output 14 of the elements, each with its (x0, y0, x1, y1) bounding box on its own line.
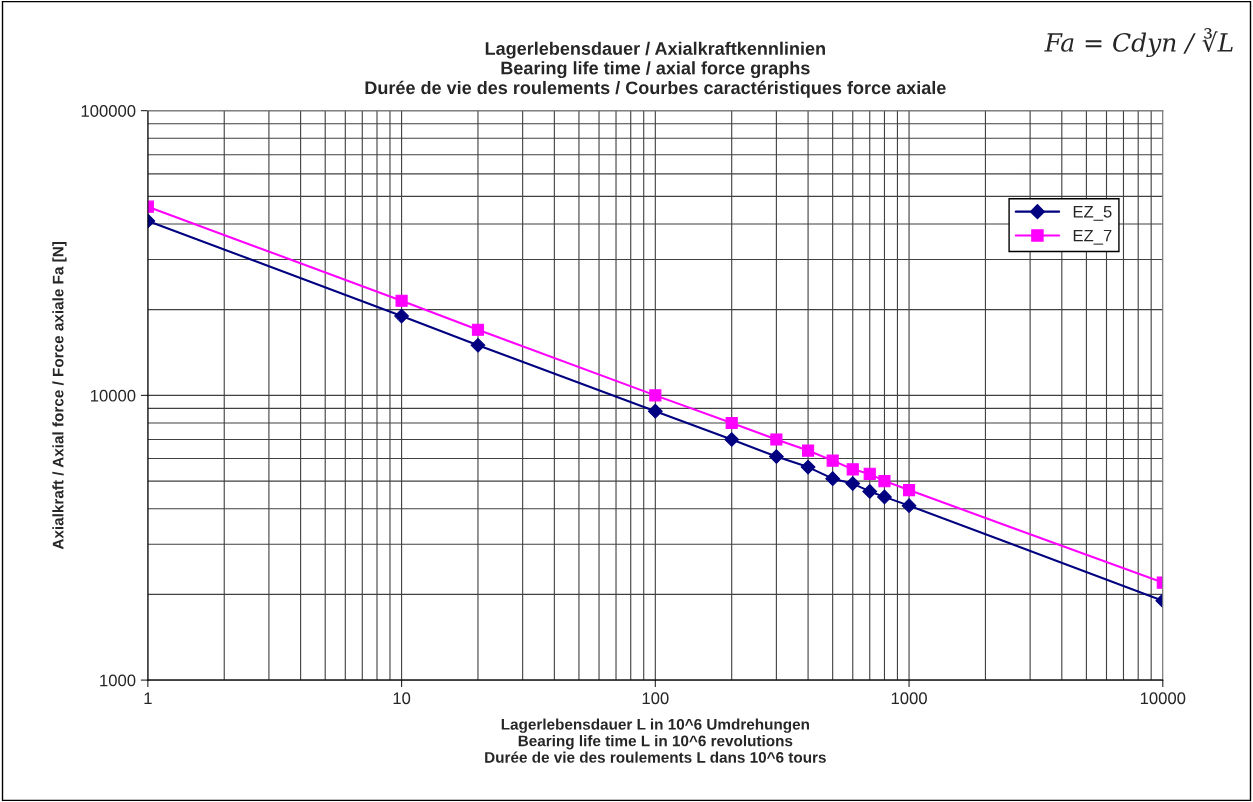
y-axis-title: Axialkraft / Axial force / Force axiale Fa [N] (52, 241, 67, 550)
x-tick-label: 100 (642, 692, 669, 705)
text: Fa = Cdyn / ∛L (1044, 28, 1233, 58)
legend-label: EZ_7 (1073, 229, 1112, 245)
y-tick-label: 1000 (100, 674, 136, 687)
y-tick-label: 10000 (90, 389, 136, 402)
chart-title: Lagerlebensdauer / Axialkraftkennlinien Bearing life time / axial force graphs Durée de vie des roulements / Courbes caractéristiques force axiale (365, 41, 946, 98)
y-tick-label: 100000 (81, 105, 136, 117)
x-tick-label: 1 (144, 692, 152, 704)
x-axis-title: Lagerlebensdauer L in 10^6 Umdrehungen Bearing life time L in 10^6 revolutions Durée de vie des roulements L dans 10^6 tours (485, 718, 826, 763)
x-tick-label: 1000 (891, 692, 927, 705)
x-tick-label: 10000 (1140, 692, 1186, 705)
x-tick-label: 10 (393, 692, 411, 705)
legend-label: EZ_5 (1073, 206, 1112, 221)
